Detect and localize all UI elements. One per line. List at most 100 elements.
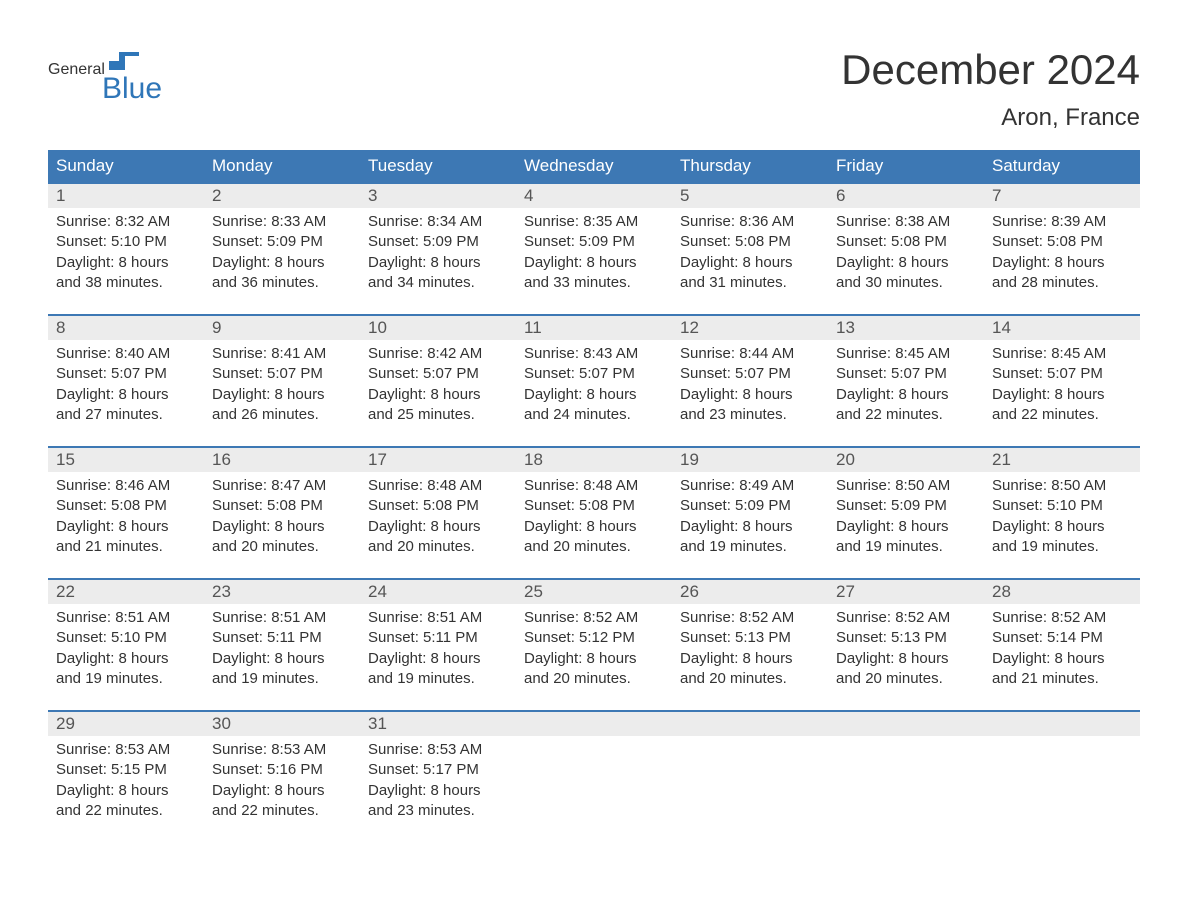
- empty-day-bar: [828, 712, 984, 736]
- calendar-day-cell: [828, 712, 984, 834]
- day-number: 26: [672, 580, 828, 604]
- sunset-line: Sunset: 5:07 PM: [56, 364, 196, 384]
- calendar-day-cell: 2Sunrise: 8:33 AMSunset: 5:09 PMDaylight…: [204, 184, 360, 306]
- calendar-day-cell: 30Sunrise: 8:53 AMSunset: 5:16 PMDayligh…: [204, 712, 360, 834]
- day-number: 28: [984, 580, 1140, 604]
- calendar-day-cell: 22Sunrise: 8:51 AMSunset: 5:10 PMDayligh…: [48, 580, 204, 702]
- day-number: 29: [48, 712, 204, 736]
- day-content: Sunrise: 8:35 AMSunset: 5:09 PMDaylight:…: [516, 208, 672, 293]
- day-number: 10: [360, 316, 516, 340]
- day-content: Sunrise: 8:53 AMSunset: 5:16 PMDaylight:…: [204, 736, 360, 821]
- day-number: 25: [516, 580, 672, 604]
- sunset-line: Sunset: 5:09 PM: [212, 232, 352, 252]
- day-number: 21: [984, 448, 1140, 472]
- calendar-day-cell: 23Sunrise: 8:51 AMSunset: 5:11 PMDayligh…: [204, 580, 360, 702]
- day-content: Sunrise: 8:53 AMSunset: 5:15 PMDaylight:…: [48, 736, 204, 821]
- sunrise-line: Sunrise: 8:49 AM: [680, 476, 820, 496]
- sunrise-line: Sunrise: 8:52 AM: [680, 608, 820, 628]
- day-number: 11: [516, 316, 672, 340]
- calendar-day-cell: 19 Sunrise: 8:49 AMSunset: 5:09 PMDayligh…: [672, 448, 828, 570]
- sunrise-line: Sunrise: 8:51 AM: [368, 608, 508, 628]
- sunset-line: Sunset: 5:10 PM: [56, 628, 196, 648]
- day-content: Sunrise: 8:47 AMSunset: 5:08 PMDaylight:…: [204, 472, 360, 557]
- sunset-line: Sunset: 5:17 PM: [368, 760, 508, 780]
- day-number: 14: [984, 316, 1140, 340]
- day-content: Sunrise: 8:34 AMSunset: 5:09 PMDaylight:…: [360, 208, 516, 293]
- sunrise-line: Sunrise: 8:35 AM: [524, 212, 664, 232]
- daylight-line: Daylight: 8 hours and 22 minutes.: [56, 781, 196, 822]
- sunrise-line: Sunrise: 8:41 AM: [212, 344, 352, 364]
- calendar-day-cell: 25Sunrise: 8:52 AMSunset: 5:12 PMDayligh…: [516, 580, 672, 702]
- day-content: Sunrise: 8:45 AMSunset: 5:07 PMDaylight:…: [828, 340, 984, 425]
- sunrise-line: Sunrise: 8:53 AM: [368, 740, 508, 760]
- sunrise-line: Sunrise: 8:39 AM: [992, 212, 1132, 232]
- sunset-line: Sunset: 5:13 PM: [836, 628, 976, 648]
- sunrise-line: Sunrise: 8:38 AM: [836, 212, 976, 232]
- day-content: Sunrise: 8:38 AMSunset: 5:08 PMDaylight:…: [828, 208, 984, 293]
- calendar-day-cell: 27Sunrise: 8:52 AMSunset: 5:13 PMDayligh…: [828, 580, 984, 702]
- weekday-header: Friday: [828, 150, 984, 182]
- day-content: Sunrise: 8:39 AMSunset: 5:08 PMDaylight:…: [984, 208, 1140, 293]
- sunrise-line: Sunrise: 8:50 AM: [992, 476, 1132, 496]
- calendar-day-cell: 28Sunrise: 8:52 AMSunset: 5:14 PMDayligh…: [984, 580, 1140, 702]
- calendar-day-cell: 11Sunrise: 8:43 AMSunset: 5:07 PMDayligh…: [516, 316, 672, 438]
- calendar-day-cell: 15Sunrise: 8:46 AMSunset: 5:08 PMDayligh…: [48, 448, 204, 570]
- sunrise-line: Sunrise: 8:43 AM: [524, 344, 664, 364]
- sunrise-line: Sunrise: 8:42 AM: [368, 344, 508, 364]
- sunrise-line: Sunrise: 8:48 AM: [368, 476, 508, 496]
- day-number: 22: [48, 580, 204, 604]
- calendar-day-cell: 24Sunrise: 8:51 AMSunset: 5:11 PMDayligh…: [360, 580, 516, 702]
- sunset-line: Sunset: 5:09 PM: [368, 232, 508, 252]
- day-content: Sunrise: 8:51 AMSunset: 5:11 PMDaylight:…: [204, 604, 360, 689]
- sunrise-line: Sunrise: 8:40 AM: [56, 344, 196, 364]
- calendar-day-cell: 7Sunrise: 8:39 AMSunset: 5:08 PMDaylight…: [984, 184, 1140, 306]
- calendar-day-cell: 1Sunrise: 8:32 AMSunset: 5:10 PMDaylight…: [48, 184, 204, 306]
- sunrise-line: Sunrise: 8:34 AM: [368, 212, 508, 232]
- day-number: 12: [672, 316, 828, 340]
- calendar-day-cell: 17Sunrise: 8:48 AMSunset: 5:08 PMDayligh…: [360, 448, 516, 570]
- day-number: 23: [204, 580, 360, 604]
- empty-day-bar: [516, 712, 672, 736]
- day-content: Sunrise: 8:44 AMSunset: 5:07 PMDaylight:…: [672, 340, 828, 425]
- sunset-line: Sunset: 5:07 PM: [524, 364, 664, 384]
- weekday-header: Saturday: [984, 150, 1140, 182]
- calendar-day-cell: 31Sunrise: 8:53 AMSunset: 5:17 PMDayligh…: [360, 712, 516, 834]
- calendar-day-cell: 5Sunrise: 8:36 AMSunset: 5:08 PMDaylight…: [672, 184, 828, 306]
- daylight-line: Daylight: 8 hours and 19 minutes.: [368, 649, 508, 690]
- calendar-day-cell: 14 Sunrise: 8:45 AMSunset: 5:07 PMDayligh…: [984, 316, 1140, 438]
- day-number: 13: [828, 316, 984, 340]
- calendar-week: 15Sunrise: 8:46 AMSunset: 5:08 PMDayligh…: [48, 446, 1140, 570]
- day-content: Sunrise: 8:36 AMSunset: 5:08 PMDaylight:…: [672, 208, 828, 293]
- daylight-line: Daylight: 8 hours and 25 minutes.: [368, 385, 508, 426]
- sunrise-line: Sunrise: 8:48 AM: [524, 476, 664, 496]
- sunrise-line: Sunrise: 8:36 AM: [680, 212, 820, 232]
- day-content: Sunrise: 8:51 AMSunset: 5:10 PMDaylight:…: [48, 604, 204, 689]
- daylight-line: Daylight: 8 hours and 33 minutes.: [524, 253, 664, 294]
- day-number: 1: [48, 184, 204, 208]
- sunrise-line: Sunrise: 8:52 AM: [836, 608, 976, 628]
- day-number: 19: [672, 448, 828, 472]
- day-content: Sunrise: 8:41 AMSunset: 5:07 PMDaylight:…: [204, 340, 360, 425]
- title-block: December 2024 Aron, France: [841, 28, 1140, 132]
- weekday-header: Monday: [204, 150, 360, 182]
- daylight-line: Daylight: 8 hours and 26 minutes.: [212, 385, 352, 426]
- day-content: Sunrise: 8:40 AMSunset: 5:07 PMDaylight:…: [48, 340, 204, 425]
- sunset-line: Sunset: 5:08 PM: [836, 232, 976, 252]
- daylight-line: Daylight: 8 hours and 20 minutes.: [836, 649, 976, 690]
- logo-flag-icon: [109, 52, 139, 74]
- daylight-line: Daylight: 8 hours and 20 minutes.: [368, 517, 508, 558]
- daylight-line: Daylight: 8 hours and 19 minutes.: [680, 517, 820, 558]
- calendar-day-cell: 6Sunrise: 8:38 AMSunset: 5:08 PMDaylight…: [828, 184, 984, 306]
- location-label: Aron, France: [841, 104, 1140, 132]
- daylight-line: Daylight: 8 hours and 22 minutes.: [992, 385, 1132, 426]
- day-content: Sunrise: 8:50 AMSunset: 5:09 PMDaylight:…: [828, 472, 984, 557]
- day-number: 9: [204, 316, 360, 340]
- sunset-line: Sunset: 5:09 PM: [680, 496, 820, 516]
- day-content: Sunrise: 8:50 AMSunset: 5:10 PMDaylight:…: [984, 472, 1140, 557]
- daylight-line: Daylight: 8 hours and 38 minutes.: [56, 253, 196, 294]
- sunset-line: Sunset: 5:07 PM: [992, 364, 1132, 384]
- calendar-day-cell: 20Sunrise: 8:50 AMSunset: 5:09 PMDayligh…: [828, 448, 984, 570]
- calendar-day-cell: 18Sunrise: 8:48 AMSunset: 5:08 PMDayligh…: [516, 448, 672, 570]
- sunrise-line: Sunrise: 8:45 AM: [992, 344, 1132, 364]
- sunset-line: Sunset: 5:08 PM: [992, 232, 1132, 252]
